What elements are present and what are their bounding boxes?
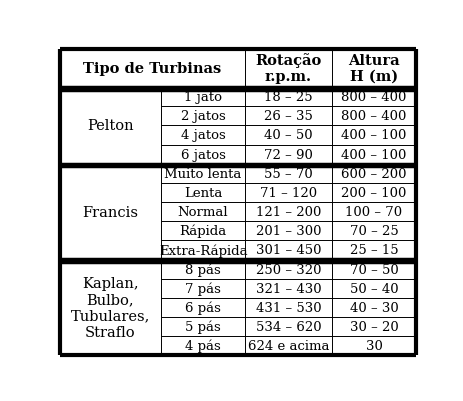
Text: Rotação
r.p.m.: Rotação r.p.m. [255,53,321,84]
Text: 321 – 430: 321 – 430 [255,282,321,295]
Text: 121 – 200: 121 – 200 [255,206,320,219]
Text: Muito lenta: Muito lenta [164,167,241,180]
Text: 7 pás: 7 pás [185,282,220,295]
Text: 6 pás: 6 pás [185,301,220,314]
Text: 4 jatos: 4 jatos [180,129,225,142]
Text: 8 pás: 8 pás [185,263,220,276]
Text: Extra-Rápida: Extra-Rápida [158,243,247,257]
Text: 4 pás: 4 pás [185,339,220,352]
Text: 5 pás: 5 pás [185,320,220,333]
Text: 624 e acima: 624 e acima [247,339,329,352]
Text: Pelton: Pelton [87,119,133,133]
Text: 40 – 30: 40 – 30 [349,301,398,314]
Text: Tipo de Turbinas: Tipo de Turbinas [83,62,221,76]
Text: 6 jatos: 6 jatos [180,148,225,161]
Text: 400 – 100: 400 – 100 [341,148,406,161]
Bar [60,50,415,88]
Text: 201 – 300: 201 – 300 [255,225,320,238]
Text: 30: 30 [365,339,382,352]
Text: 800 – 400: 800 – 400 [341,110,406,123]
Text: 50 – 40: 50 – 40 [349,282,397,295]
Text: 71 – 120: 71 – 120 [259,186,316,199]
Text: 40 – 50: 40 – 50 [263,129,312,142]
Text: 250 – 320: 250 – 320 [255,263,320,276]
Text: Francis: Francis [82,205,138,219]
Text: 70 – 25: 70 – 25 [349,225,398,238]
Text: 30 – 20: 30 – 20 [349,320,398,333]
Text: Rápida: Rápida [179,225,226,238]
Text: 70 – 50: 70 – 50 [349,263,398,276]
Text: 25 – 15: 25 – 15 [349,244,397,257]
Text: 400 – 100: 400 – 100 [341,129,406,142]
Text: 600 – 200: 600 – 200 [340,167,406,180]
Text: 301 – 450: 301 – 450 [255,244,320,257]
Text: Normal: Normal [177,206,228,219]
Text: 100 – 70: 100 – 70 [344,206,402,219]
Text: Kaplan,
Bulbo,
Tubulares,
Straflo: Kaplan, Bulbo, Tubulares, Straflo [71,276,150,339]
Text: 431 – 530: 431 – 530 [255,301,321,314]
Text: 18 – 25: 18 – 25 [263,91,312,104]
Text: 200 – 100: 200 – 100 [341,186,406,199]
Text: Altura
H (m): Altura H (m) [347,54,399,84]
Text: 55 – 70: 55 – 70 [263,167,312,180]
Text: 1 jato: 1 jato [184,91,222,104]
Text: 72 – 90: 72 – 90 [263,148,313,161]
Text: 2 jatos: 2 jatos [180,110,225,123]
Text: Lenta: Lenta [183,186,222,199]
Text: 26 – 35: 26 – 35 [263,110,313,123]
Text: 800 – 400: 800 – 400 [341,91,406,104]
Text: 534 – 620: 534 – 620 [255,320,321,333]
